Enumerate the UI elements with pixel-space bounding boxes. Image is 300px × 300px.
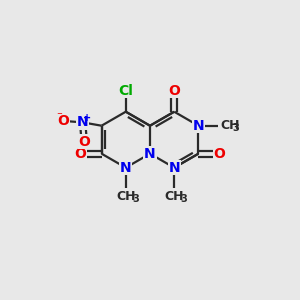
Text: CH: CH [116,190,136,203]
Text: N: N [193,119,204,133]
Text: O: O [74,147,86,161]
Text: Cl: Cl [118,83,133,98]
Text: +: + [83,113,91,123]
Text: ⁻: ⁻ [56,111,62,121]
Text: O: O [214,147,226,161]
Text: N: N [168,161,180,175]
Text: CH: CH [164,190,184,203]
Text: CH: CH [220,119,239,132]
Text: N: N [144,147,156,161]
Text: 3: 3 [132,194,139,204]
Text: O: O [168,83,180,98]
Text: 3: 3 [180,194,187,204]
Text: O: O [58,114,70,128]
Text: O: O [78,134,90,148]
Text: N: N [77,116,88,129]
Text: N: N [120,161,132,175]
Text: 3: 3 [232,123,239,133]
